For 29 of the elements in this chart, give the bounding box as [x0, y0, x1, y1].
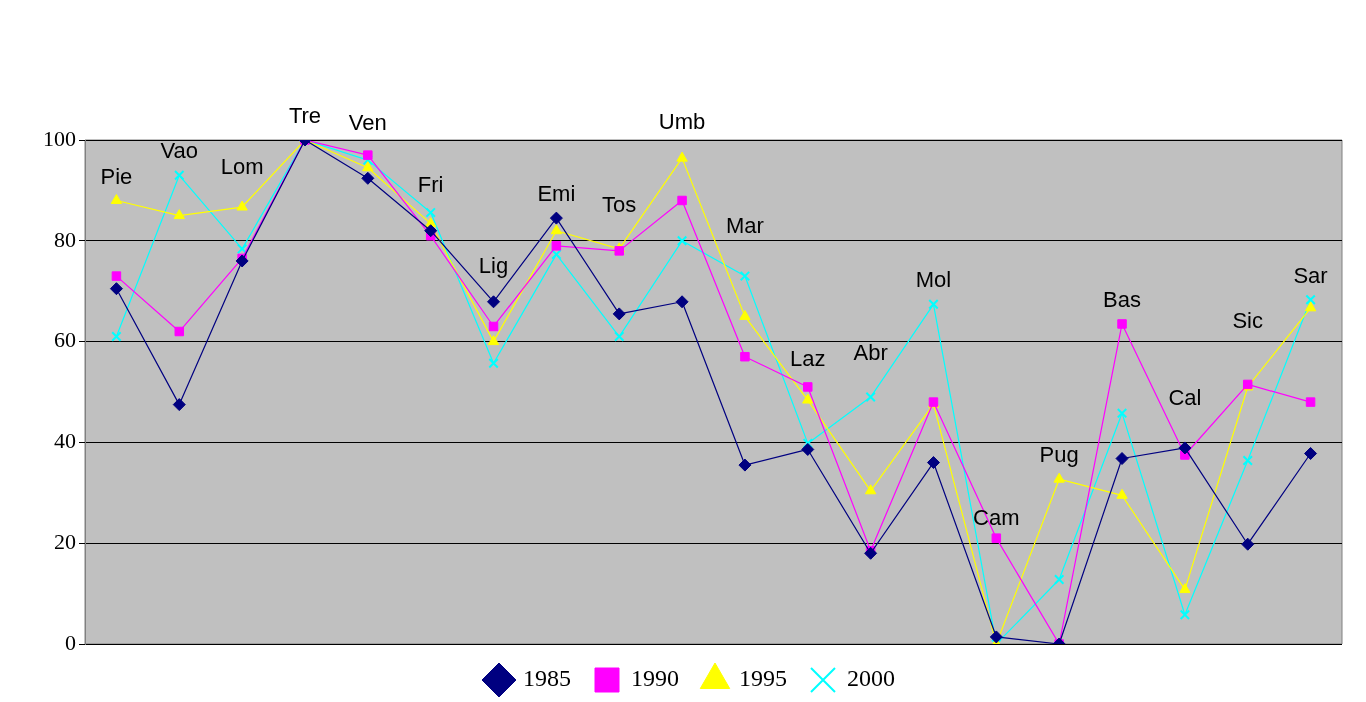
x-tick-label: Cal	[1168, 385, 1202, 411]
legend-label: 2000	[847, 665, 895, 692]
y-tick-label: 60	[54, 327, 76, 353]
x-tick-label: Pie	[100, 163, 133, 189]
x-tick-label: Bas	[1103, 287, 1141, 313]
legend-label: 1985	[523, 665, 571, 692]
x-tick-label: Umb	[658, 109, 706, 135]
x-tick-label: Vao	[160, 138, 199, 164]
y-tick-label: 20	[54, 528, 76, 554]
x-tick-label: Sic	[1232, 307, 1264, 333]
legend-label: 1995	[739, 665, 787, 692]
x-tick-label: Abr	[853, 340, 888, 366]
x-tick-label: Sar	[1293, 262, 1328, 288]
x-tick-label: Fri	[417, 171, 444, 197]
x-tick-label: Mar	[725, 213, 764, 239]
legend-label: 1990	[631, 665, 679, 692]
x-tick-label: Lom	[220, 154, 264, 180]
y-tick-label: 40	[54, 428, 76, 454]
x-tick-label: Tre	[288, 103, 322, 129]
y-tick-label: 100	[43, 125, 76, 151]
x-tick-label: Mol	[915, 267, 952, 293]
x-tick-label: Emi	[537, 181, 576, 207]
x-tick-label: Ven	[348, 110, 387, 136]
x-tick-label: Tos	[602, 191, 637, 217]
x-tick-label: Laz	[790, 346, 826, 372]
y-tick-label: 0	[65, 629, 76, 655]
y-tick-label: 80	[54, 226, 76, 252]
x-tick-label: Lig	[478, 252, 509, 278]
x-tick-label: Pug	[1039, 442, 1079, 468]
